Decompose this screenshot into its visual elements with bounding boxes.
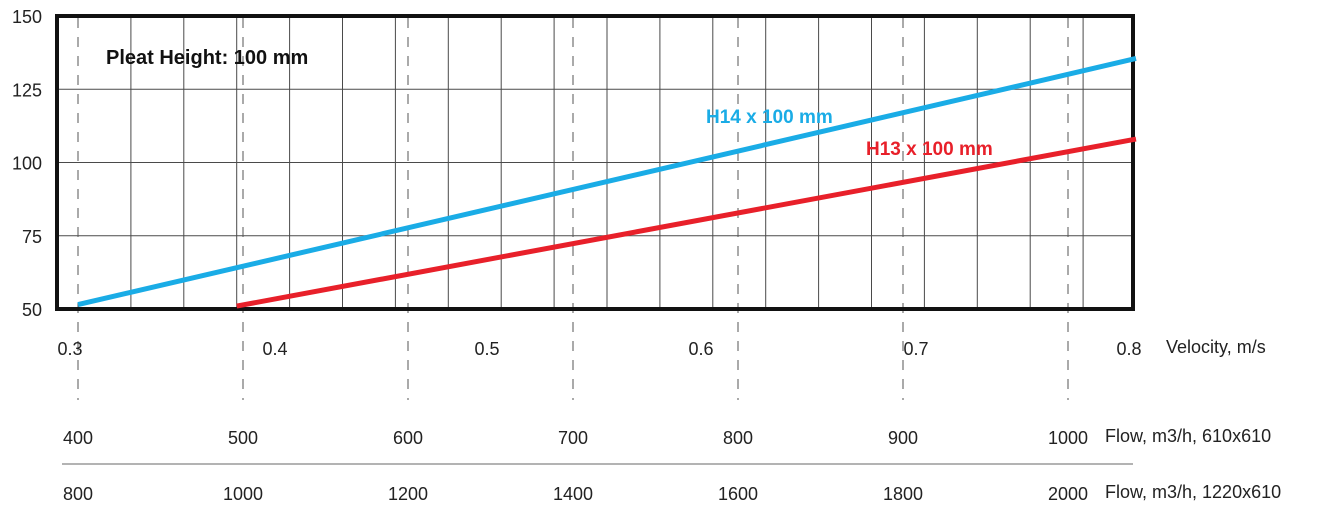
series-line — [77, 56, 1137, 308]
flow-axis-label: Flow, m3/h, 610x610 — [1105, 426, 1271, 446]
y-tick-label: 125 — [12, 80, 42, 100]
plot-frame — [55, 14, 1135, 311]
flow-tick-label: 700 — [558, 428, 588, 448]
x-tick-label: 0.4 — [262, 339, 287, 359]
flow-tick-label: 1600 — [718, 484, 758, 504]
series-lines — [77, 56, 1137, 309]
flow-tick-label: 800 — [723, 428, 753, 448]
flow-tick-label: 1400 — [553, 484, 593, 504]
flow-tick-label: 600 — [393, 428, 423, 448]
grid-lines — [57, 16, 1133, 309]
x-tick-label: 0.5 — [474, 339, 499, 359]
flow-tick-label: 2000 — [1048, 484, 1088, 504]
y-tick-label: 100 — [12, 154, 42, 174]
series-label: H13 x 100 mm — [866, 139, 993, 160]
x-tick-label: 0.8 — [1116, 339, 1141, 359]
flow-tick-label: 400 — [63, 428, 93, 448]
flow-tick-label: 900 — [888, 428, 918, 448]
series-line — [236, 136, 1137, 309]
chart-labels: 50 75 100 125 150 0.3 0.4 0.5 0.6 0.7 0.8 Velocity,… — [12, 7, 1281, 504]
y-tick-label: 75 — [22, 227, 42, 247]
x-axis-label: Velocity, m/s — [1166, 337, 1266, 357]
flow-tick-label: 1800 — [883, 484, 923, 504]
flow-tick-label: 500 — [228, 428, 258, 448]
chart-annotation: Pleat Height: 100 mm — [106, 47, 308, 69]
y-tick-label: 150 — [12, 7, 42, 27]
x-tick-label: 0.6 — [688, 339, 713, 359]
x-tick-label: 0.3 — [57, 339, 82, 359]
flow-axis-label: Flow, m3/h, 1220x610 — [1105, 482, 1281, 502]
dashed-guide-lines — [77, 18, 1069, 400]
flow-tick-label: 1000 — [1048, 428, 1088, 448]
series-label: H14 x 100 mm — [706, 107, 833, 128]
y-tick-label: 50 — [22, 300, 42, 320]
flow-tick-label: 1000 — [223, 484, 263, 504]
flow-tick-label: 1200 — [388, 484, 428, 504]
flow-tick-label: 800 — [63, 484, 93, 504]
x-tick-label: 0.7 — [903, 339, 928, 359]
